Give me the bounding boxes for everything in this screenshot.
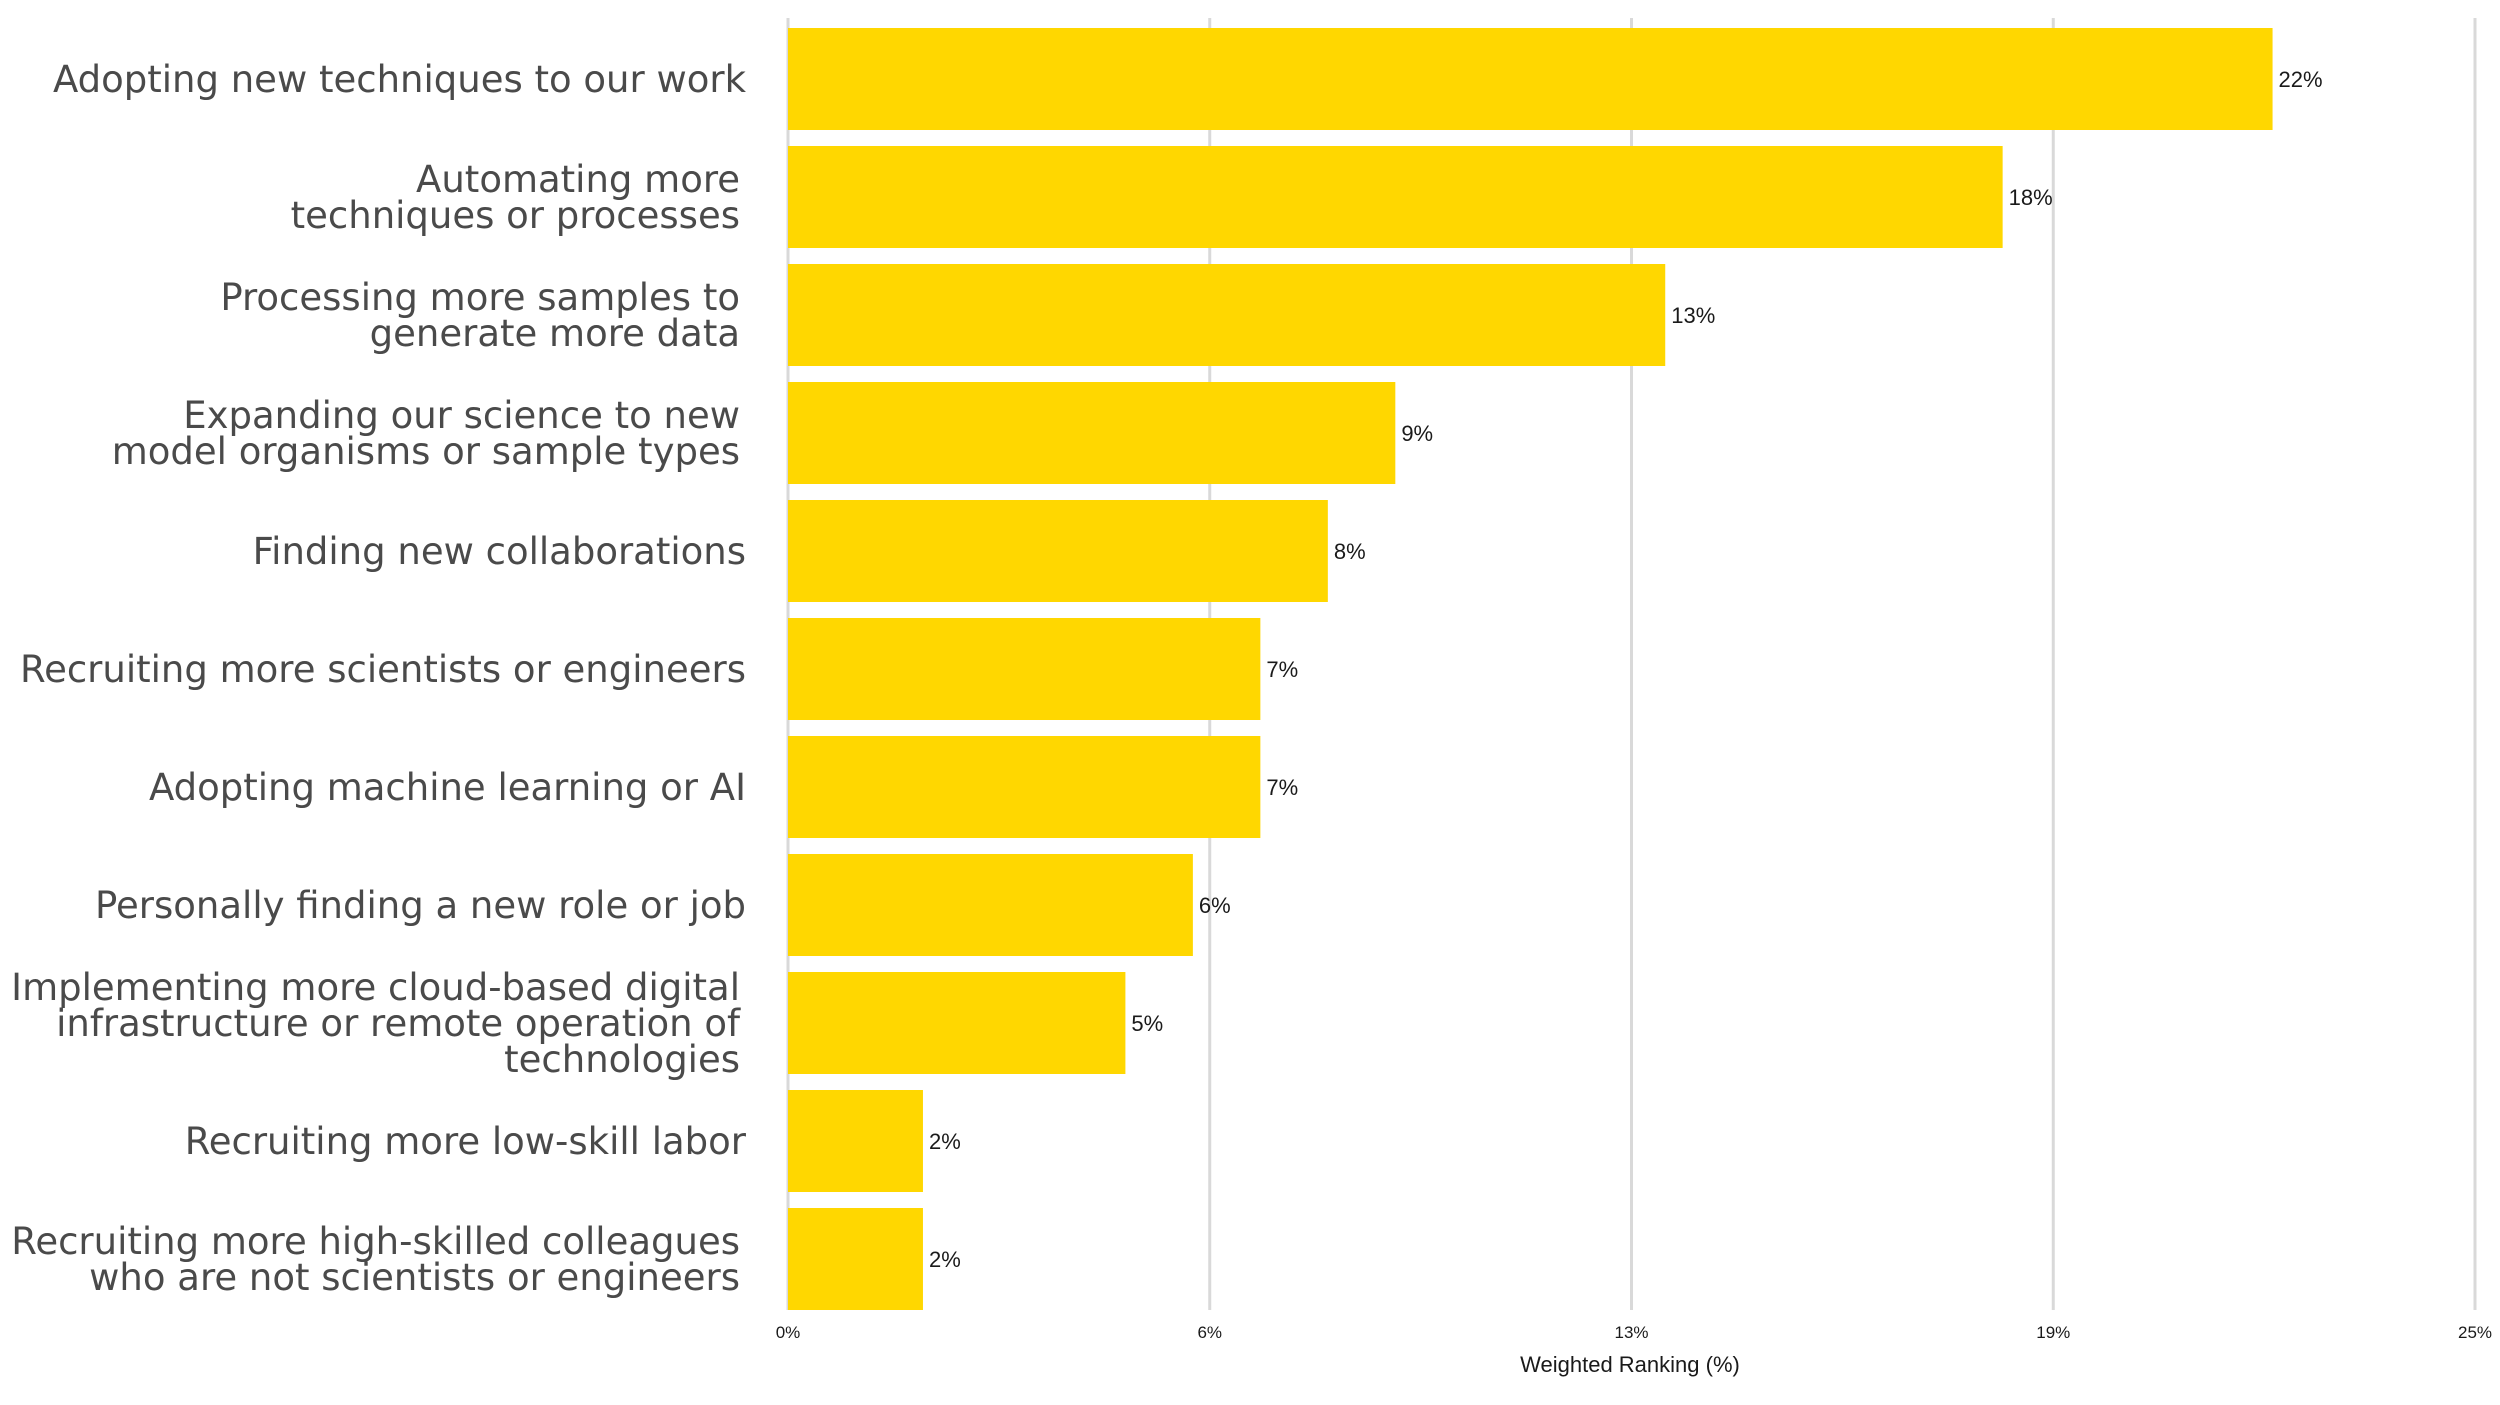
category-label-line: Personally finding a new role or job [95,884,746,927]
category-label-line: Processing more samples to [220,276,740,319]
category-label-line: Expanding our science to new [183,394,740,437]
bar-value-label: 7% [1266,657,1298,682]
category-label-line: model organisms or sample types [112,430,740,473]
bar [788,28,2273,130]
x-tick-label: 25% [2458,1323,2492,1342]
category-label-line: Finding new collaborations [253,530,746,573]
bar-value-label: 22% [2279,67,2323,92]
bar-value-label: 7% [1266,775,1298,800]
x-axis-title: Weighted Ranking (%) [1520,1352,1740,1377]
category-label-line: Adopting machine learning or AI [149,766,746,809]
bars [788,28,2273,1310]
bar [788,1090,923,1192]
category-label: Automating more techniques or processes [291,158,740,237]
category-labels: Adopting new techniques to our work Autom… [11,58,747,1299]
category-label-line: infrastructure or remote operation of [56,1002,741,1045]
bar [788,736,1261,838]
bar [788,500,1328,602]
bar-value-label: 6% [1199,893,1231,918]
bar-value-label: 2% [929,1247,961,1272]
category-label: Adopting new techniques to our work [53,58,747,101]
category-label: Recruiting more scientists or engineers [20,648,746,691]
bar [788,146,2003,248]
bar-value-label: 13% [1671,303,1715,328]
category-label-line: Recruiting more low-skill labor [185,1120,747,1163]
category-label-line: Recruiting more high-skilled colleagues [11,1220,740,1263]
bar-value-label: 2% [929,1129,961,1154]
category-label-line: Automating more [416,158,740,201]
x-axis-ticks: 0% 6% 13% 19% 25% [776,1323,2492,1342]
category-label-line: Implementing more cloud-based digital [11,966,740,1009]
x-tick-label: 13% [1614,1323,1648,1342]
category-label: Finding new collaborations [253,530,746,573]
category-label-line: generate more data [370,312,740,355]
bar-value-label: 5% [1131,1011,1163,1036]
bar-value-label: 8% [1334,539,1366,564]
x-tick-label: 0% [776,1323,801,1342]
category-label: Personally finding a new role or job [95,884,746,927]
bar [788,854,1193,956]
category-label-line: who are not scientists or engineers [89,1256,740,1299]
category-label: Recruiting more high-skilled colleagues w… [11,1220,740,1299]
category-label-line: techniques or processes [291,194,740,237]
bar-value-label: 9% [1401,421,1433,446]
bar-value-label: 18% [2009,185,2053,210]
category-label-line: technologies [504,1038,740,1081]
bar [788,1208,923,1310]
bar [788,972,1126,1074]
bar [788,618,1261,720]
category-label: Expanding our science to new model organi… [112,394,740,473]
x-tick-label: 19% [2036,1323,2070,1342]
bar [788,264,1666,366]
category-label: Recruiting more low-skill labor [185,1120,747,1163]
category-label: Processing more samples to generate more … [220,276,740,355]
category-label-line: Recruiting more scientists or engineers [20,648,746,691]
category-label: Adopting machine learning or AI [149,766,746,809]
category-label: Implementing more cloud-based digital inf… [11,966,741,1081]
x-tick-label: 6% [1197,1323,1222,1342]
category-label-line: Adopting new techniques to our work [53,58,747,101]
value-labels: 22% 18% 13% 9% 8% 7% 7% 6% 5% 2% 2% [929,67,2323,1272]
bar [788,382,1396,484]
